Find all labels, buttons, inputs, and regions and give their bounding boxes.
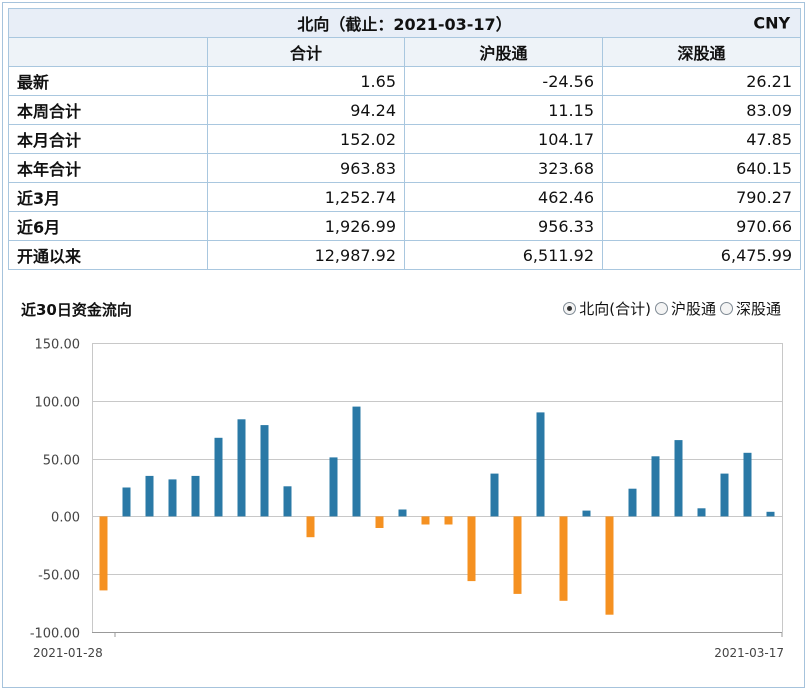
y-axis-labels: 150.00 100.00 50.00 0.00 -50.00 -100.00 bbox=[30, 338, 80, 642]
radio-shenzhen-connect[interactable]: 深股通 bbox=[719, 298, 781, 319]
radio-checked-icon[interactable] bbox=[563, 302, 577, 315]
table-row: 近3月 1,252.74 462.46 790.27 bbox=[8, 182, 802, 212]
bar-positive[interactable] bbox=[490, 473, 499, 517]
bar-positive[interactable] bbox=[329, 457, 338, 517]
cell-shanghai: -24.56 bbox=[404, 66, 603, 96]
row-label: 近3月 bbox=[8, 182, 208, 212]
cell-total: 152.02 bbox=[207, 124, 405, 154]
y-tick-label: -50.00 bbox=[38, 569, 80, 584]
bar-negative[interactable] bbox=[513, 516, 522, 594]
y-tick-label: 50.00 bbox=[43, 454, 80, 469]
row-label: 近6月 bbox=[8, 211, 208, 241]
table-row: 开通以来 12,987.92 6,511.92 6,475.99 bbox=[8, 240, 802, 270]
chart-title: 近30日资金流向 bbox=[21, 301, 132, 319]
cell-shenzhen: 790.27 bbox=[601, 182, 802, 212]
table-row: 近6月 1,926.99 956.33 970.66 bbox=[8, 211, 802, 241]
bar-positive[interactable] bbox=[720, 473, 729, 517]
table-title: 北向（截止：2021-03-17） bbox=[297, 15, 512, 34]
x-axis: 2021-01-28 2021-03-17 bbox=[33, 632, 784, 660]
x-start-label: 2021-01-28 bbox=[33, 646, 103, 660]
cell-shanghai: 323.68 bbox=[404, 153, 603, 183]
bar-positive[interactable] bbox=[237, 419, 246, 517]
bar-negative[interactable] bbox=[605, 516, 614, 615]
bar-positive[interactable] bbox=[191, 475, 200, 517]
cell-shanghai: 462.46 bbox=[404, 182, 603, 212]
cell-shenzhen: 83.09 bbox=[601, 95, 802, 125]
northbound-flow-table: 北向（截止：2021-03-17） CNY 合计 沪股通 深股通 最新 1.65… bbox=[7, 8, 802, 270]
cell-total: 1.65 bbox=[207, 66, 405, 96]
table-row: 最新 1.65 -24.56 26.21 bbox=[8, 66, 802, 96]
y-tick-label: -100.00 bbox=[30, 627, 80, 642]
cell-shanghai: 6,511.92 bbox=[404, 240, 603, 270]
series-radio-group: 北向(合计) 沪股通 深股通 bbox=[559, 298, 781, 319]
cell-total: 1,926.99 bbox=[207, 211, 405, 241]
table-row: 本月合计 152.02 104.17 47.85 bbox=[8, 124, 802, 154]
bar-negative[interactable] bbox=[375, 516, 384, 528]
cell-shenzhen: 640.15 bbox=[601, 153, 802, 183]
table-header-row: 合计 沪股通 深股通 bbox=[8, 37, 802, 67]
bar-positive[interactable] bbox=[743, 452, 752, 517]
y-tick-label: 100.00 bbox=[35, 396, 81, 411]
header-empty bbox=[8, 37, 208, 67]
bar-negative[interactable] bbox=[467, 516, 476, 582]
radio-label: 沪股通 bbox=[670, 300, 716, 318]
bar-positive[interactable] bbox=[674, 440, 683, 517]
header-shanghai-connect: 沪股通 bbox=[404, 37, 603, 67]
bar-negative[interactable] bbox=[306, 516, 315, 538]
cell-shenzhen: 47.85 bbox=[601, 124, 802, 154]
bar-positive[interactable] bbox=[260, 425, 269, 517]
bar-positive[interactable] bbox=[145, 475, 154, 517]
bar-negative[interactable] bbox=[421, 516, 430, 525]
bar-positive[interactable] bbox=[536, 412, 545, 517]
y-tick-label: 150.00 bbox=[35, 338, 81, 353]
cell-shenzhen: 970.66 bbox=[601, 211, 802, 241]
bar-negative[interactable] bbox=[444, 516, 453, 525]
bar-positive[interactable] bbox=[628, 488, 637, 517]
bar-negative[interactable] bbox=[99, 516, 108, 591]
cell-shenzhen: 6,475.99 bbox=[601, 240, 802, 270]
cell-total: 12,987.92 bbox=[207, 240, 405, 270]
y-tick-label: 0.00 bbox=[51, 511, 80, 526]
x-end-label: 2021-03-17 bbox=[714, 646, 784, 660]
cell-shanghai: 104.17 bbox=[404, 124, 603, 154]
bar-positive[interactable] bbox=[697, 508, 706, 517]
radio-northbound-total[interactable]: 北向(合计) bbox=[563, 298, 651, 319]
chart-bars bbox=[99, 406, 775, 615]
table-row: 本周合计 94.24 11.15 83.09 bbox=[8, 95, 802, 125]
header-shenzhen-connect: 深股通 bbox=[601, 37, 802, 67]
radio-shanghai-connect[interactable]: 沪股通 bbox=[654, 298, 716, 319]
table-title-cell: 北向（截止：2021-03-17） CNY bbox=[7, 8, 802, 38]
bar-positive[interactable] bbox=[651, 456, 660, 517]
row-label: 开通以来 bbox=[8, 240, 208, 270]
bar-positive[interactable] bbox=[168, 479, 177, 517]
currency-label: CNY bbox=[753, 13, 791, 33]
radio-label: 深股通 bbox=[735, 300, 781, 318]
radio-unchecked-icon[interactable] bbox=[719, 302, 733, 315]
bar-negative[interactable] bbox=[559, 516, 568, 601]
cell-total: 963.83 bbox=[207, 153, 405, 183]
bar-positive[interactable] bbox=[398, 509, 407, 517]
bar-positive[interactable] bbox=[122, 487, 131, 517]
bar-positive[interactable] bbox=[766, 511, 775, 517]
cell-total: 1,252.74 bbox=[207, 182, 405, 212]
radio-label: 北向(合计) bbox=[579, 300, 651, 318]
bar-positive[interactable] bbox=[283, 486, 292, 517]
bar-positive[interactable] bbox=[214, 437, 223, 517]
cell-shanghai: 956.33 bbox=[404, 211, 603, 241]
bar-positive[interactable] bbox=[352, 406, 361, 517]
table-title-row: 北向（截止：2021-03-17） CNY bbox=[7, 8, 802, 38]
radio-unchecked-icon[interactable] bbox=[654, 302, 668, 315]
bar-positive[interactable] bbox=[582, 510, 591, 517]
cell-shenzhen: 26.21 bbox=[601, 66, 802, 96]
